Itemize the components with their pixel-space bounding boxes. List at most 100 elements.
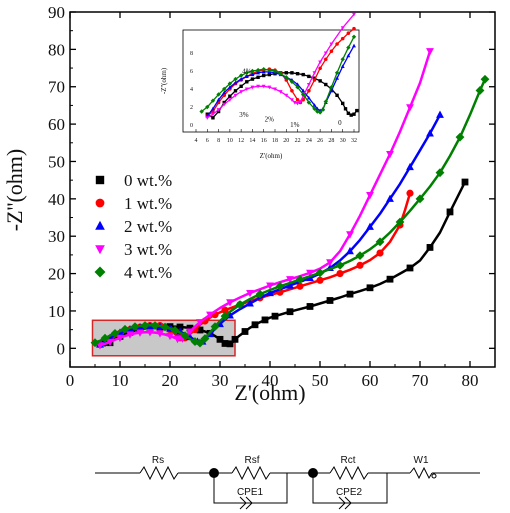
y-tick-label: 30 [48, 227, 65, 246]
legend-label-4: 4 wt.% [124, 263, 172, 282]
series-4-point [315, 268, 325, 278]
inset-series-4-point [295, 84, 300, 90]
inset-series-3-point [318, 60, 323, 65]
inset-series-3-point [298, 100, 303, 104]
equivalent-circuit: Rs Rsf CPE1 Rct CPE2 W1 [95, 455, 480, 510]
series-3-point [366, 192, 374, 200]
inset-series-1-point [284, 78, 289, 82]
series-3-point [346, 231, 354, 239]
series-0-point [326, 297, 334, 304]
inset-series-0-point [262, 73, 266, 78]
legend-marker-4 [94, 266, 106, 278]
inset-series-2-point [335, 76, 340, 80]
inset-y-tick-label: 6 [190, 69, 193, 75]
inset-series-4-point [210, 98, 216, 103]
inset-series-0-point [222, 100, 226, 105]
inset-series-1-point [352, 26, 356, 31]
inset-series-4-point [267, 67, 272, 73]
inset-series-4-point [334, 70, 340, 76]
inset-x-tick-label: 10 [227, 138, 233, 144]
x-tick-label: 10 [112, 371, 129, 390]
legend-label-2: 2 wt.% [124, 217, 172, 236]
inset-y-tick-label: 8 [190, 51, 193, 57]
x-tick-label: 40 [262, 371, 279, 390]
series-4-point [395, 217, 405, 227]
legend-label-1: 1 wt.% [124, 194, 172, 213]
series-0-point [226, 340, 234, 348]
series-0-point [426, 244, 434, 251]
inset-series-0-point [295, 72, 300, 76]
series-0-point [261, 316, 269, 324]
inset-series-3-point [312, 71, 317, 75]
series-0-point [241, 328, 249, 335]
inset-series-2-point [222, 90, 227, 95]
series-1-point [356, 261, 364, 269]
x-tick-label: 70 [412, 371, 429, 390]
series-2-point [426, 129, 434, 137]
inset-x-tick-label: 18 [272, 138, 278, 144]
main-plot-frame [69, 11, 496, 368]
inset-series-3 [205, 12, 356, 120]
y-tick-label: 20 [48, 265, 65, 284]
legend-label-3: 3 wt.% [124, 240, 172, 259]
inset-x-tick-label: 32 [351, 138, 357, 144]
inset-series-0-point [250, 77, 255, 81]
inset-series-1-point [290, 89, 294, 93]
inset-x-tick-label: 6 [206, 138, 209, 144]
series-3-point [246, 289, 254, 298]
inset-series-3-point [289, 98, 294, 102]
y-tick-label: 10 [48, 302, 65, 321]
inset-series-0-point [307, 74, 311, 79]
inset-series-2-point [312, 103, 317, 107]
inset-series-0-point [239, 84, 243, 88]
y-tick-label: 90 [48, 3, 65, 22]
inset-series-4 [199, 34, 357, 115]
inset-x-tick-label: 28 [328, 138, 334, 144]
series-0-point [306, 303, 314, 310]
inset-series-4-point [261, 66, 266, 72]
series-0-point [271, 312, 279, 320]
inset-annotation: 3% [239, 111, 249, 119]
rs-label: Rs [152, 455, 164, 466]
series-4-point [255, 289, 265, 299]
series-3-point [106, 338, 114, 347]
series-4-point [235, 300, 245, 310]
inset-series-0-point [245, 80, 249, 84]
series-3-point [226, 299, 234, 307]
inset-labels: 4% 3% 2% 1% 0 [239, 68, 342, 129]
inset-series-4-point [238, 73, 244, 78]
inset-x-tick-label: 26 [317, 138, 323, 144]
inset-series-3-point [278, 90, 283, 94]
series-0-point [461, 178, 469, 186]
x-tick-label: 20 [162, 371, 179, 390]
series-0-point [446, 208, 454, 216]
inset-x-tick-label: 22 [295, 138, 301, 144]
inset-series-2-point [250, 72, 255, 77]
inset-series-3-point [244, 87, 249, 92]
series-3-point [146, 329, 154, 337]
series-0-point [346, 290, 354, 298]
inset-series-4-point [301, 92, 306, 97]
inset-series-3-point [261, 84, 266, 89]
inset-series-0-point [324, 82, 328, 87]
inset-y-tick-label: 2 [190, 105, 193, 111]
inset-series-0-point [318, 79, 322, 83]
inset-series-3-point [267, 85, 272, 90]
series-4-point [120, 324, 130, 334]
inset-series-0-point [228, 94, 232, 98]
legend-marker-3 [95, 245, 105, 255]
y-axis-label: -Z''(ohm) [2, 149, 27, 231]
inset-series-3-point [284, 93, 289, 98]
inset-series-3-point [329, 42, 334, 47]
x-tick-label: 30 [212, 371, 229, 390]
series-4-point [130, 322, 140, 332]
inset-series-2-point [256, 70, 261, 75]
inset-series-4-point [216, 92, 221, 97]
y-tick-label: 50 [48, 152, 65, 171]
inset-series-0-point [352, 112, 356, 116]
inset-y-tick-label: 0 [190, 123, 193, 129]
inset-series-4-point [278, 71, 283, 76]
